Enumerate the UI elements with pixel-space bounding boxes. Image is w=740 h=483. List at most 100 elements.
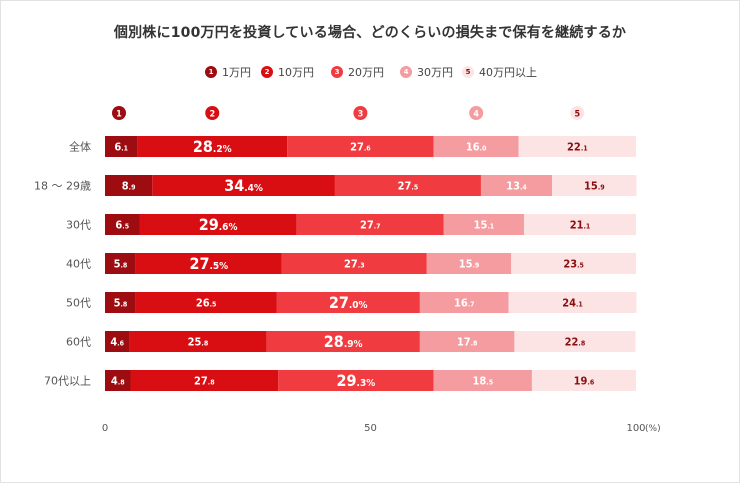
legend-item: 2 10万円	[261, 64, 314, 80]
bar-segment	[105, 214, 140, 235]
x-tick-label: 100	[626, 423, 645, 434]
data-label: 16.7	[454, 297, 475, 310]
legend-label: 40万円以上	[479, 66, 537, 79]
bar-segment	[511, 253, 636, 274]
legend-marker: 2	[261, 66, 273, 78]
bar-segment	[152, 175, 335, 196]
data-label: 27.8	[194, 375, 215, 388]
bar-segment	[130, 370, 279, 391]
data-label: 24.1	[562, 297, 583, 310]
bar-segment	[552, 175, 637, 196]
bar-segment	[278, 370, 434, 391]
bar-segment	[105, 292, 136, 313]
data-label: 4.6	[110, 336, 124, 349]
column-marker-label: 5	[575, 110, 581, 120]
legend-item: 3 20万円	[331, 64, 384, 80]
data-label: 27.5%	[189, 254, 228, 273]
category-label: 30代	[66, 219, 91, 232]
legend-marker: 1	[205, 66, 217, 78]
legend-label: 20万円	[348, 66, 384, 79]
data-label: 28.9%	[324, 332, 363, 351]
category-label: 70代以上	[44, 375, 91, 388]
bar-segment	[433, 370, 532, 391]
category-label: 50代	[66, 297, 91, 310]
data-label: 27.5	[398, 180, 419, 193]
column-marker	[112, 106, 126, 120]
bar-segment	[105, 136, 138, 157]
legend-marker: 5	[462, 66, 474, 78]
x-tick-label: 50	[364, 423, 377, 434]
bar-segment	[518, 136, 636, 157]
data-label: 29.6%	[199, 215, 238, 234]
data-label: 27.7	[360, 219, 381, 232]
data-label: 5.8	[114, 297, 128, 310]
category-label: 全体	[69, 140, 91, 154]
data-label: 15.9	[584, 180, 605, 193]
data-label: 28.2%	[193, 137, 232, 156]
legend-item: 5 40万円以上	[462, 64, 537, 80]
legend-item: 1 1万円	[205, 64, 251, 80]
data-label: 6.5	[115, 219, 129, 232]
bar-segment	[135, 253, 282, 274]
category-label: 18 〜 29歳	[34, 180, 91, 193]
data-label: 15.9	[459, 258, 480, 271]
column-marker	[469, 106, 484, 120]
legend-label: 1万円	[222, 66, 251, 79]
legend-item: 4 30万円	[400, 64, 453, 80]
data-label: 5.8	[114, 258, 128, 271]
data-label: 16.0	[466, 141, 487, 154]
data-label: 21.1	[570, 219, 591, 232]
column-marker	[570, 106, 585, 120]
bar-segment	[105, 370, 131, 391]
chart-title: 個別株に100万円を投資している場合、どのくらいの損失まで保有を継続するか	[113, 25, 627, 41]
data-label: 13.4	[506, 180, 527, 193]
category-label: 40代	[66, 258, 91, 271]
bar-segment	[105, 175, 153, 196]
bar-segment	[508, 292, 637, 313]
bar-segment	[419, 292, 509, 313]
data-label: 27.0%	[329, 293, 368, 312]
legend-label: 30万円	[417, 66, 453, 79]
bar-segment	[276, 292, 420, 313]
column-marker	[205, 106, 220, 120]
bar-segment	[135, 292, 277, 313]
bar-segment	[281, 253, 427, 274]
bar-segment	[523, 214, 636, 235]
column-marker-label: 4	[473, 110, 479, 120]
bar-segment	[139, 214, 297, 235]
bar-segment	[426, 253, 512, 274]
bar-segment	[129, 331, 267, 352]
data-label: 15.1	[474, 219, 495, 232]
bar-segment	[433, 136, 519, 157]
bar-segment	[266, 331, 420, 352]
x-tick-label: 0	[102, 423, 108, 434]
data-label: 29.3%	[337, 371, 376, 390]
category-label: 60代	[66, 336, 91, 349]
data-label: 17.8	[457, 336, 478, 349]
data-label: 8.9	[122, 180, 136, 193]
data-label: 27.6	[350, 141, 371, 154]
data-label: 34.4%	[224, 176, 263, 195]
column-marker	[353, 106, 368, 120]
bar-segment	[531, 370, 636, 391]
data-label: 18.5	[473, 375, 494, 388]
column-marker-label: 1	[116, 110, 122, 120]
legend-marker: 3	[331, 66, 343, 78]
x-axis-unit: (%)	[645, 424, 661, 434]
legend-marker: 4	[400, 66, 412, 78]
bar-segment	[137, 136, 288, 157]
data-label: 4.8	[111, 375, 125, 388]
data-label: 23.5	[563, 258, 584, 271]
data-label: 26.5	[196, 297, 217, 310]
legend-label: 10万円	[278, 66, 314, 79]
bar-segment	[287, 136, 434, 157]
data-label: 6.1	[114, 141, 128, 154]
data-label: 22.1	[567, 141, 588, 154]
data-label: 19.6	[574, 375, 595, 388]
bar-segment	[296, 214, 444, 235]
column-marker-label: 2	[209, 110, 215, 120]
bar-segment	[443, 214, 524, 235]
bar-segment	[419, 331, 515, 352]
